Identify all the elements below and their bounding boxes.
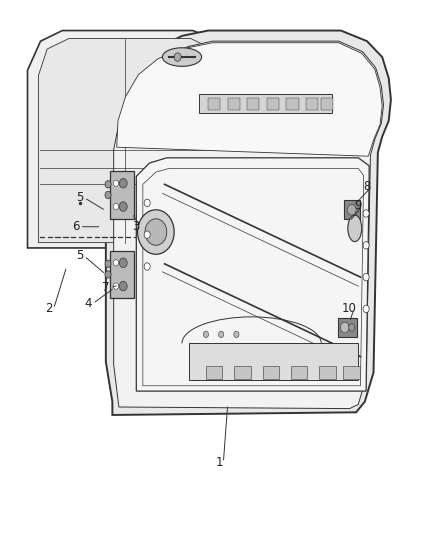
Circle shape xyxy=(105,181,111,188)
Bar xyxy=(306,98,318,110)
Circle shape xyxy=(234,331,239,337)
Bar xyxy=(247,98,259,110)
Text: 7: 7 xyxy=(102,281,110,294)
Circle shape xyxy=(144,263,150,270)
Bar xyxy=(206,366,223,379)
Circle shape xyxy=(113,260,118,266)
Circle shape xyxy=(144,231,150,238)
Text: 1: 1 xyxy=(215,456,223,469)
Circle shape xyxy=(145,219,167,245)
Circle shape xyxy=(105,260,111,268)
Text: 8: 8 xyxy=(363,181,371,193)
Bar xyxy=(343,366,360,379)
Text: 3: 3 xyxy=(133,220,140,233)
Bar xyxy=(344,200,360,219)
Circle shape xyxy=(349,324,355,331)
Polygon shape xyxy=(117,43,382,156)
Polygon shape xyxy=(199,94,332,113)
Text: 9: 9 xyxy=(354,199,362,212)
Circle shape xyxy=(105,271,111,278)
Text: 5: 5 xyxy=(76,191,83,204)
Circle shape xyxy=(203,331,208,337)
Bar xyxy=(321,98,333,110)
Polygon shape xyxy=(106,30,391,415)
Text: 4: 4 xyxy=(85,297,92,310)
Circle shape xyxy=(119,281,127,291)
Circle shape xyxy=(363,273,369,281)
Bar xyxy=(228,98,240,110)
Bar xyxy=(110,171,134,219)
Circle shape xyxy=(347,205,356,215)
Circle shape xyxy=(363,305,369,313)
Circle shape xyxy=(119,258,127,268)
Bar xyxy=(234,366,251,379)
Ellipse shape xyxy=(348,215,362,241)
Circle shape xyxy=(113,204,118,210)
Polygon shape xyxy=(28,30,230,248)
Circle shape xyxy=(119,202,127,212)
Bar xyxy=(110,251,134,298)
Circle shape xyxy=(105,191,111,199)
Circle shape xyxy=(144,199,150,207)
Text: 10: 10 xyxy=(342,302,357,316)
Bar xyxy=(267,98,279,110)
Polygon shape xyxy=(136,158,369,391)
Circle shape xyxy=(113,180,118,187)
Circle shape xyxy=(363,241,369,249)
Bar xyxy=(262,366,279,379)
Text: 6: 6 xyxy=(72,220,79,233)
Polygon shape xyxy=(188,343,358,381)
Text: 5: 5 xyxy=(76,249,83,262)
Polygon shape xyxy=(114,41,384,409)
Bar xyxy=(208,98,220,110)
Ellipse shape xyxy=(162,48,201,66)
Circle shape xyxy=(138,210,174,254)
Circle shape xyxy=(174,53,181,61)
Circle shape xyxy=(113,283,118,289)
Circle shape xyxy=(119,179,127,188)
Text: 2: 2 xyxy=(46,302,53,316)
Bar xyxy=(291,366,307,379)
Bar xyxy=(286,98,299,110)
Polygon shape xyxy=(39,38,219,243)
Circle shape xyxy=(363,210,369,217)
Bar xyxy=(338,318,357,337)
Circle shape xyxy=(340,322,349,333)
Bar xyxy=(319,366,336,379)
Circle shape xyxy=(219,331,224,337)
